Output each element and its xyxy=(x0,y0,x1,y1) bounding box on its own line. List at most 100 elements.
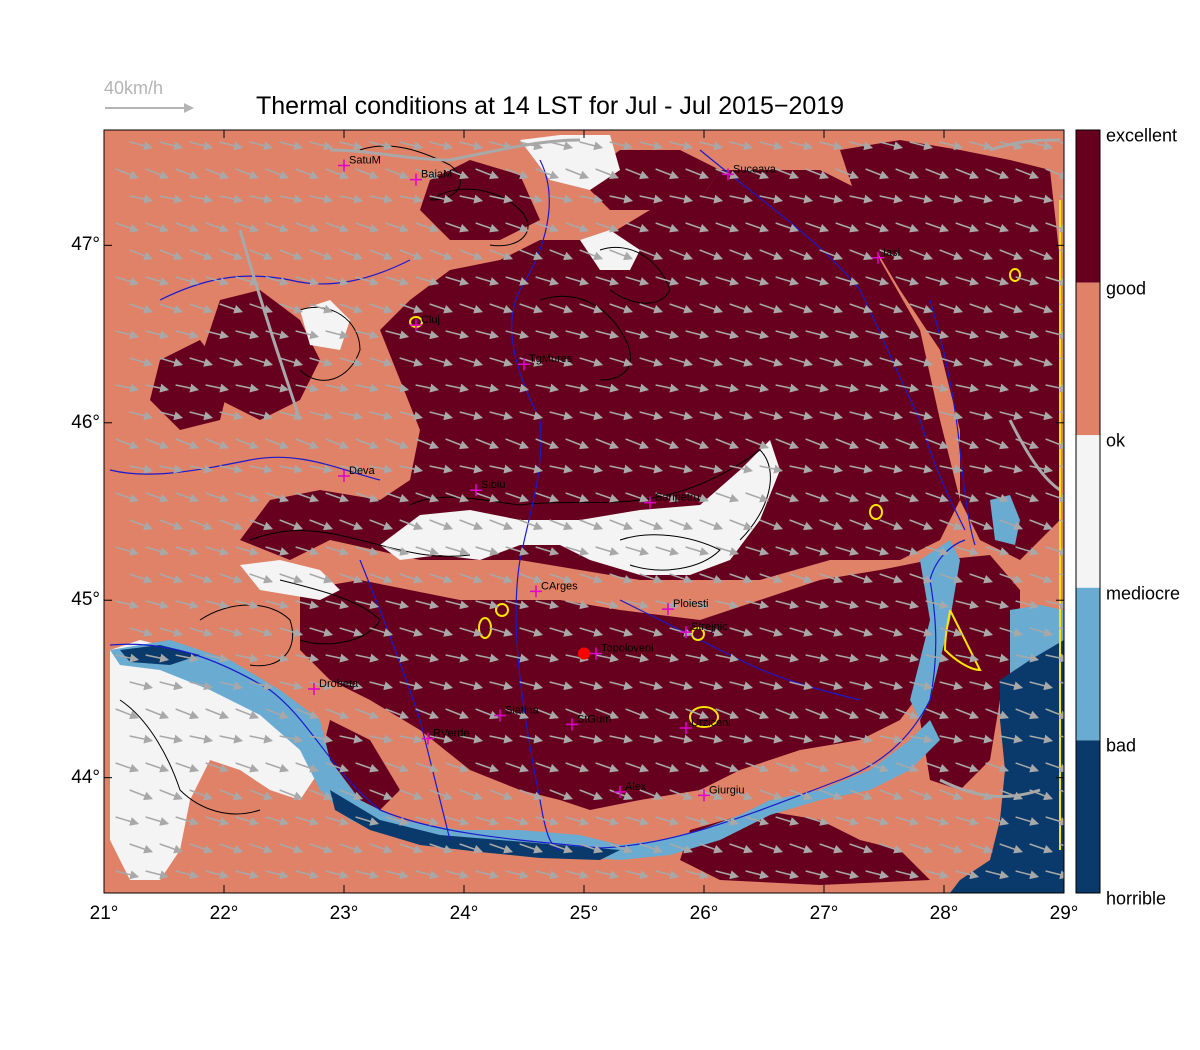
wind-arrow xyxy=(279,249,304,261)
wind-arrow xyxy=(145,762,170,773)
wind-arrow xyxy=(775,816,800,826)
wind-arrow xyxy=(355,870,380,880)
wind-arrow xyxy=(1029,464,1054,474)
wind-arrow xyxy=(429,411,454,421)
wind-arrow xyxy=(235,330,260,340)
wind-arrow xyxy=(939,573,964,584)
wind-arrow xyxy=(429,249,454,261)
wind-arrow xyxy=(849,464,874,474)
wind-arrow xyxy=(489,464,514,474)
wind-arrow xyxy=(459,789,484,801)
wind-arrow xyxy=(999,734,1024,744)
wind-arrow xyxy=(429,573,454,584)
wind-arrow xyxy=(625,600,650,610)
wind-arrow xyxy=(279,519,304,531)
wind-arrow xyxy=(549,357,574,367)
wind-arrow xyxy=(895,383,920,393)
wind-arrow xyxy=(115,708,140,720)
wind-arrow xyxy=(535,330,560,340)
wind-arrow xyxy=(849,357,874,367)
wind-arrow xyxy=(789,681,814,691)
wind-arrow xyxy=(415,870,440,880)
wind-arrow xyxy=(505,708,530,720)
wind-arrow xyxy=(219,734,244,744)
wind-arrow xyxy=(399,573,424,584)
wind-arrow xyxy=(609,734,634,744)
wind-arrow xyxy=(925,330,950,340)
wind-arrow xyxy=(835,276,860,286)
wind-arrow xyxy=(835,330,860,340)
wind-arrow xyxy=(219,249,244,261)
wind-arrow xyxy=(579,573,604,584)
wind-arrow xyxy=(219,843,244,854)
wind-arrow xyxy=(295,168,320,180)
wind-arrow xyxy=(459,843,484,854)
wind-arrow xyxy=(535,438,560,450)
city-marker: Sanpetru xyxy=(644,492,700,509)
wind-arrow xyxy=(445,383,470,393)
wind-arrow xyxy=(265,438,290,450)
wind-arrow xyxy=(865,438,890,450)
wind-arrow xyxy=(835,762,860,773)
wind-arrow xyxy=(865,383,890,393)
wind-arrow xyxy=(955,708,980,720)
wind-arrow xyxy=(399,843,424,854)
wind-arrow xyxy=(819,843,844,854)
wind-arrow xyxy=(835,546,860,556)
wind-arrow xyxy=(835,383,860,393)
wind-arrow xyxy=(175,222,200,233)
wind-arrow xyxy=(729,357,754,367)
wind-arrow xyxy=(325,276,350,286)
city-cross-icon xyxy=(338,470,350,483)
wind-arrow xyxy=(715,222,740,233)
wind-arrow xyxy=(235,870,260,880)
wind-arrow xyxy=(279,789,304,801)
wind-arrow xyxy=(309,681,334,691)
wind-arrow xyxy=(565,870,590,880)
wind-arrow xyxy=(295,492,320,503)
wind-arrow xyxy=(985,383,1010,393)
wind-arrow xyxy=(655,870,680,880)
wind-arrow xyxy=(819,519,844,531)
wind-arrow xyxy=(415,222,440,233)
wind-arrow xyxy=(655,222,680,233)
city-label: BaiaM xyxy=(421,169,452,181)
city-marker: Cluj xyxy=(410,314,440,332)
wind-arrow xyxy=(519,843,544,854)
wind-arrow xyxy=(955,168,980,180)
wind-arrow xyxy=(1059,573,1064,577)
wind-arrow xyxy=(219,627,244,637)
wind-arrow xyxy=(595,762,620,773)
wind-arrow xyxy=(715,870,740,880)
wind-arrow xyxy=(789,627,814,637)
wind-arrow xyxy=(759,303,784,314)
x-tick-label: 21° xyxy=(89,903,119,924)
wind-arrow xyxy=(459,194,484,204)
wind-arrow xyxy=(115,600,140,610)
wind-arrow xyxy=(205,438,230,450)
wind-arrow xyxy=(429,464,454,474)
wind-arrow xyxy=(549,573,574,584)
city-label: Topoloveni xyxy=(601,642,654,654)
city-marker: Deva xyxy=(338,465,376,483)
city-marker: Ploiesti xyxy=(662,598,708,616)
wind-arrow xyxy=(1015,438,1040,450)
wind-arrow xyxy=(355,708,380,720)
wind-arrow xyxy=(639,734,664,744)
wind-arrow xyxy=(249,357,274,367)
wind-arrow xyxy=(789,843,814,854)
wind-arrow xyxy=(669,734,694,744)
wind-arrow xyxy=(385,222,410,233)
colorbar-segment xyxy=(1076,282,1100,436)
wind-arrow xyxy=(879,681,904,691)
wind-arrow xyxy=(385,168,410,180)
wind-arrow xyxy=(489,519,514,531)
wind-arrow xyxy=(415,762,440,773)
wind-arrow xyxy=(205,653,230,663)
x-tick-label: 25° xyxy=(569,903,599,924)
wind-arrow xyxy=(595,492,620,503)
wind-arrow xyxy=(595,330,620,340)
wind-arrow xyxy=(1059,519,1064,523)
city-label: Sibiu xyxy=(481,479,505,491)
wind-arrow xyxy=(415,600,440,610)
